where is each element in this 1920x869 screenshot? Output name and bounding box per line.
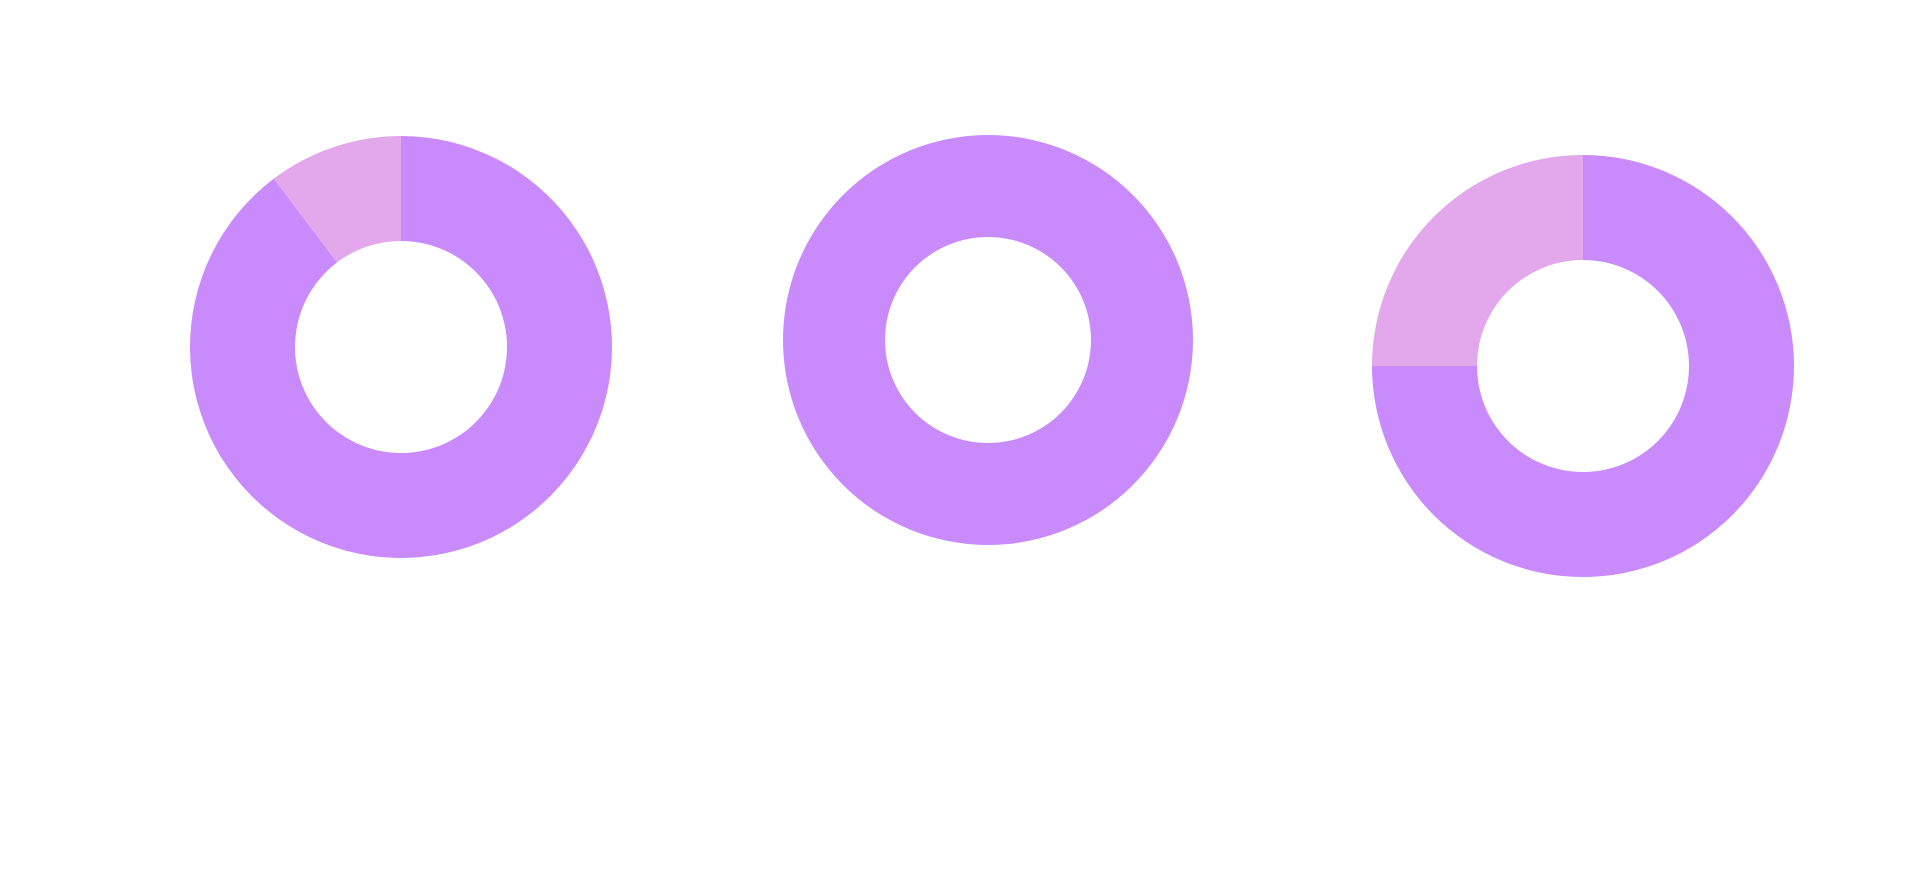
donut-3-slice-2 — [1372, 155, 1583, 366]
donut-chart-3 — [1372, 155, 1794, 577]
donut-2-slice-1 — [783, 135, 1193, 545]
donut-chart-2 — [783, 135, 1193, 545]
donut-1-slice-2 — [273, 136, 401, 263]
donut-chart-1 — [189, 136, 612, 558]
donut-3-slice-1 — [1372, 155, 1794, 577]
donut-1-slice-1 — [189, 136, 612, 558]
